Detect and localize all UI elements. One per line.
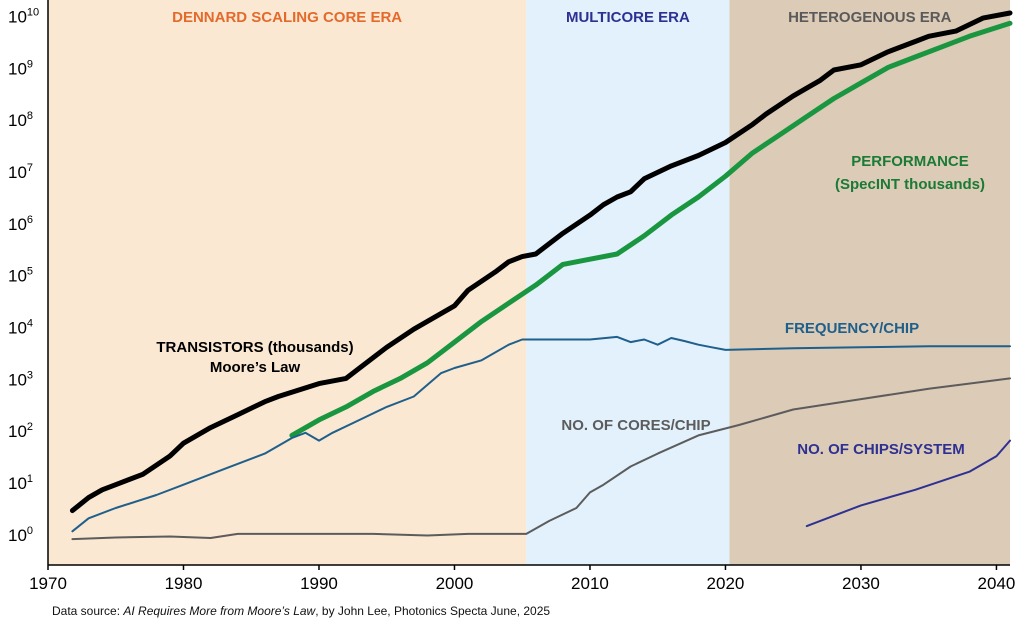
y-tick-label-9: 109 bbox=[8, 58, 33, 78]
source-suffix: , by John Lee, Photonics Specta June, 20… bbox=[315, 604, 551, 618]
source-prefix: Data source: bbox=[52, 604, 124, 618]
x-tick-label-1970: 1970 bbox=[29, 574, 67, 593]
x-tick-label-2010: 2010 bbox=[571, 574, 609, 593]
annotations: TRANSISTORS (thousands) Moore’s Law PERF… bbox=[156, 153, 985, 458]
era-label-2: HETEROGENOUS ERA bbox=[788, 9, 952, 26]
series-lines bbox=[69, 10, 1013, 541]
moores-law-label: Moore’s Law bbox=[210, 359, 301, 376]
cores-line bbox=[71, 377, 1011, 541]
y-tick-label-0: 100 bbox=[8, 525, 33, 545]
y-tick-label-8: 108 bbox=[8, 110, 33, 130]
data-source-note: Data source: AI Requires More from Moore… bbox=[52, 604, 550, 618]
x-tick-label-1990: 1990 bbox=[300, 574, 338, 593]
source-title: AI Requires More from Moore’s Law bbox=[123, 604, 316, 618]
chips-line bbox=[805, 439, 1011, 528]
axes: 1970 1980 1990 2000 2010 2020 2030 2040 100 101 10… bbox=[8, 0, 1015, 593]
performance-line bbox=[289, 20, 1013, 438]
y-tick-label-2: 102 bbox=[8, 421, 33, 441]
era-band-1 bbox=[526, 0, 730, 565]
x-tick-label-2040: 2040 bbox=[978, 574, 1016, 593]
x-tick-label-2000: 2000 bbox=[436, 574, 474, 593]
x-tick-label-2030: 2030 bbox=[842, 574, 880, 593]
era-label-1: MULTICORE ERA bbox=[566, 9, 690, 26]
era-band-2 bbox=[729, 0, 1010, 565]
y-tick-label-4: 104 bbox=[8, 318, 33, 338]
y-tick-label-5: 105 bbox=[8, 266, 33, 286]
y-tick-label-7: 107 bbox=[8, 162, 33, 182]
performance-label: PERFORMANCE bbox=[851, 153, 969, 170]
x-tick-label-2020: 2020 bbox=[707, 574, 745, 593]
cores-label: NO. OF CORES/CHIP bbox=[561, 417, 710, 434]
frequency-line bbox=[71, 335, 1011, 533]
transistors-label: TRANSISTORS (thousands) bbox=[156, 339, 353, 356]
era-bands: DENNARD SCALING CORE ERA MULTICORE ERA HET… bbox=[48, 0, 1010, 565]
y-tick-label-6: 106 bbox=[8, 214, 33, 234]
x-tick-label-1980: 1980 bbox=[165, 574, 203, 593]
frequency-label: FREQUENCY/CHIP bbox=[785, 320, 919, 337]
moores-law-chart: DENNARD SCALING CORE ERA MULTICORE ERA HET… bbox=[8, 0, 1015, 593]
y-tick-label-10: 1010 bbox=[8, 7, 39, 27]
era-label-0: DENNARD SCALING CORE ERA bbox=[172, 9, 402, 26]
era-band-0 bbox=[48, 0, 527, 565]
specint-label: (SpecINT thousands) bbox=[835, 176, 985, 193]
y-tick-label-3: 103 bbox=[8, 369, 33, 389]
transistors-line bbox=[69, 10, 1013, 514]
y-tick-label-1: 101 bbox=[8, 473, 33, 493]
chips-label: NO. OF CHIPS/SYSTEM bbox=[797, 441, 965, 458]
